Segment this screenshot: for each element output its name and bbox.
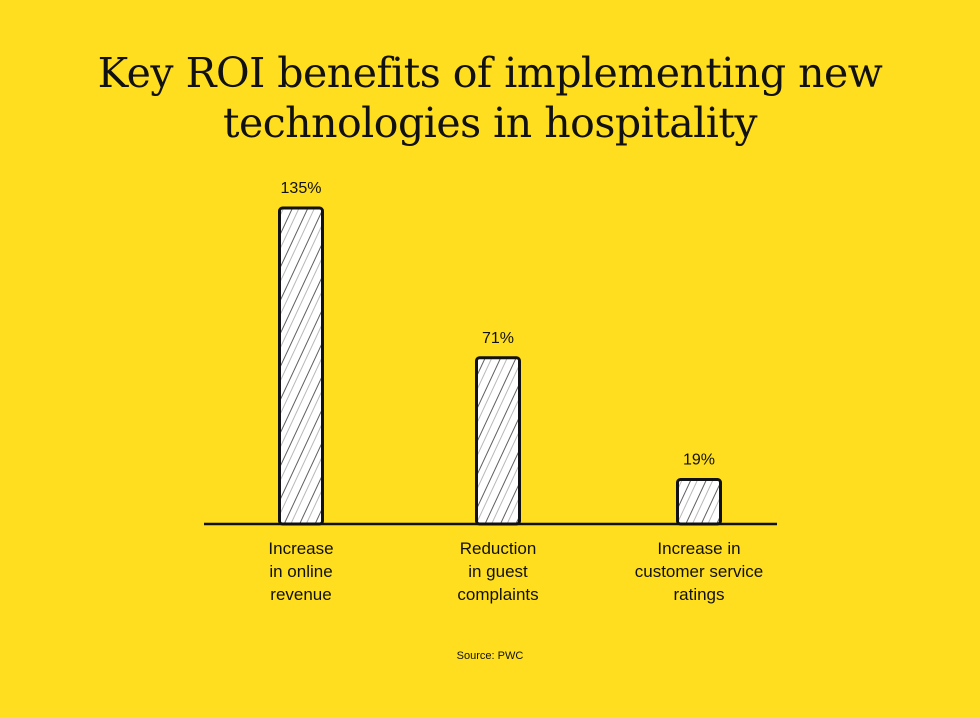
bars-group: 135% Increase in online revenue 71% Reduction… [268, 180, 763, 604]
category-label-2-line-3: complaints [457, 585, 538, 604]
bar-3 [676, 478, 722, 526]
value-label-2: 71% [482, 330, 514, 347]
category-label-2-line-2: in guest [468, 562, 528, 581]
category-label-3-line-3: ratings [673, 585, 724, 604]
category-label-1-line-1: Increase [268, 539, 333, 558]
chart-title-line-2: technologies in hospitality [222, 99, 758, 147]
category-label-1-line-2: in online [269, 562, 332, 581]
category-label-2-line-1: Reduction [460, 539, 537, 558]
bar-1 [278, 206, 324, 526]
chart-title: Key ROI benefits of implementing new tec… [0, 48, 980, 148]
category-label-1-line-3: revenue [270, 585, 331, 604]
bar-2 [475, 356, 521, 526]
value-label-1: 135% [281, 180, 322, 197]
category-label-3-line-2: customer service [635, 562, 763, 581]
chart-title-line-1: Key ROI benefits of implementing new [97, 49, 883, 97]
category-label-3-line-1: Increase in [657, 539, 740, 558]
source-note: Source: PWC [456, 650, 524, 662]
value-label-3: 19% [683, 452, 715, 469]
